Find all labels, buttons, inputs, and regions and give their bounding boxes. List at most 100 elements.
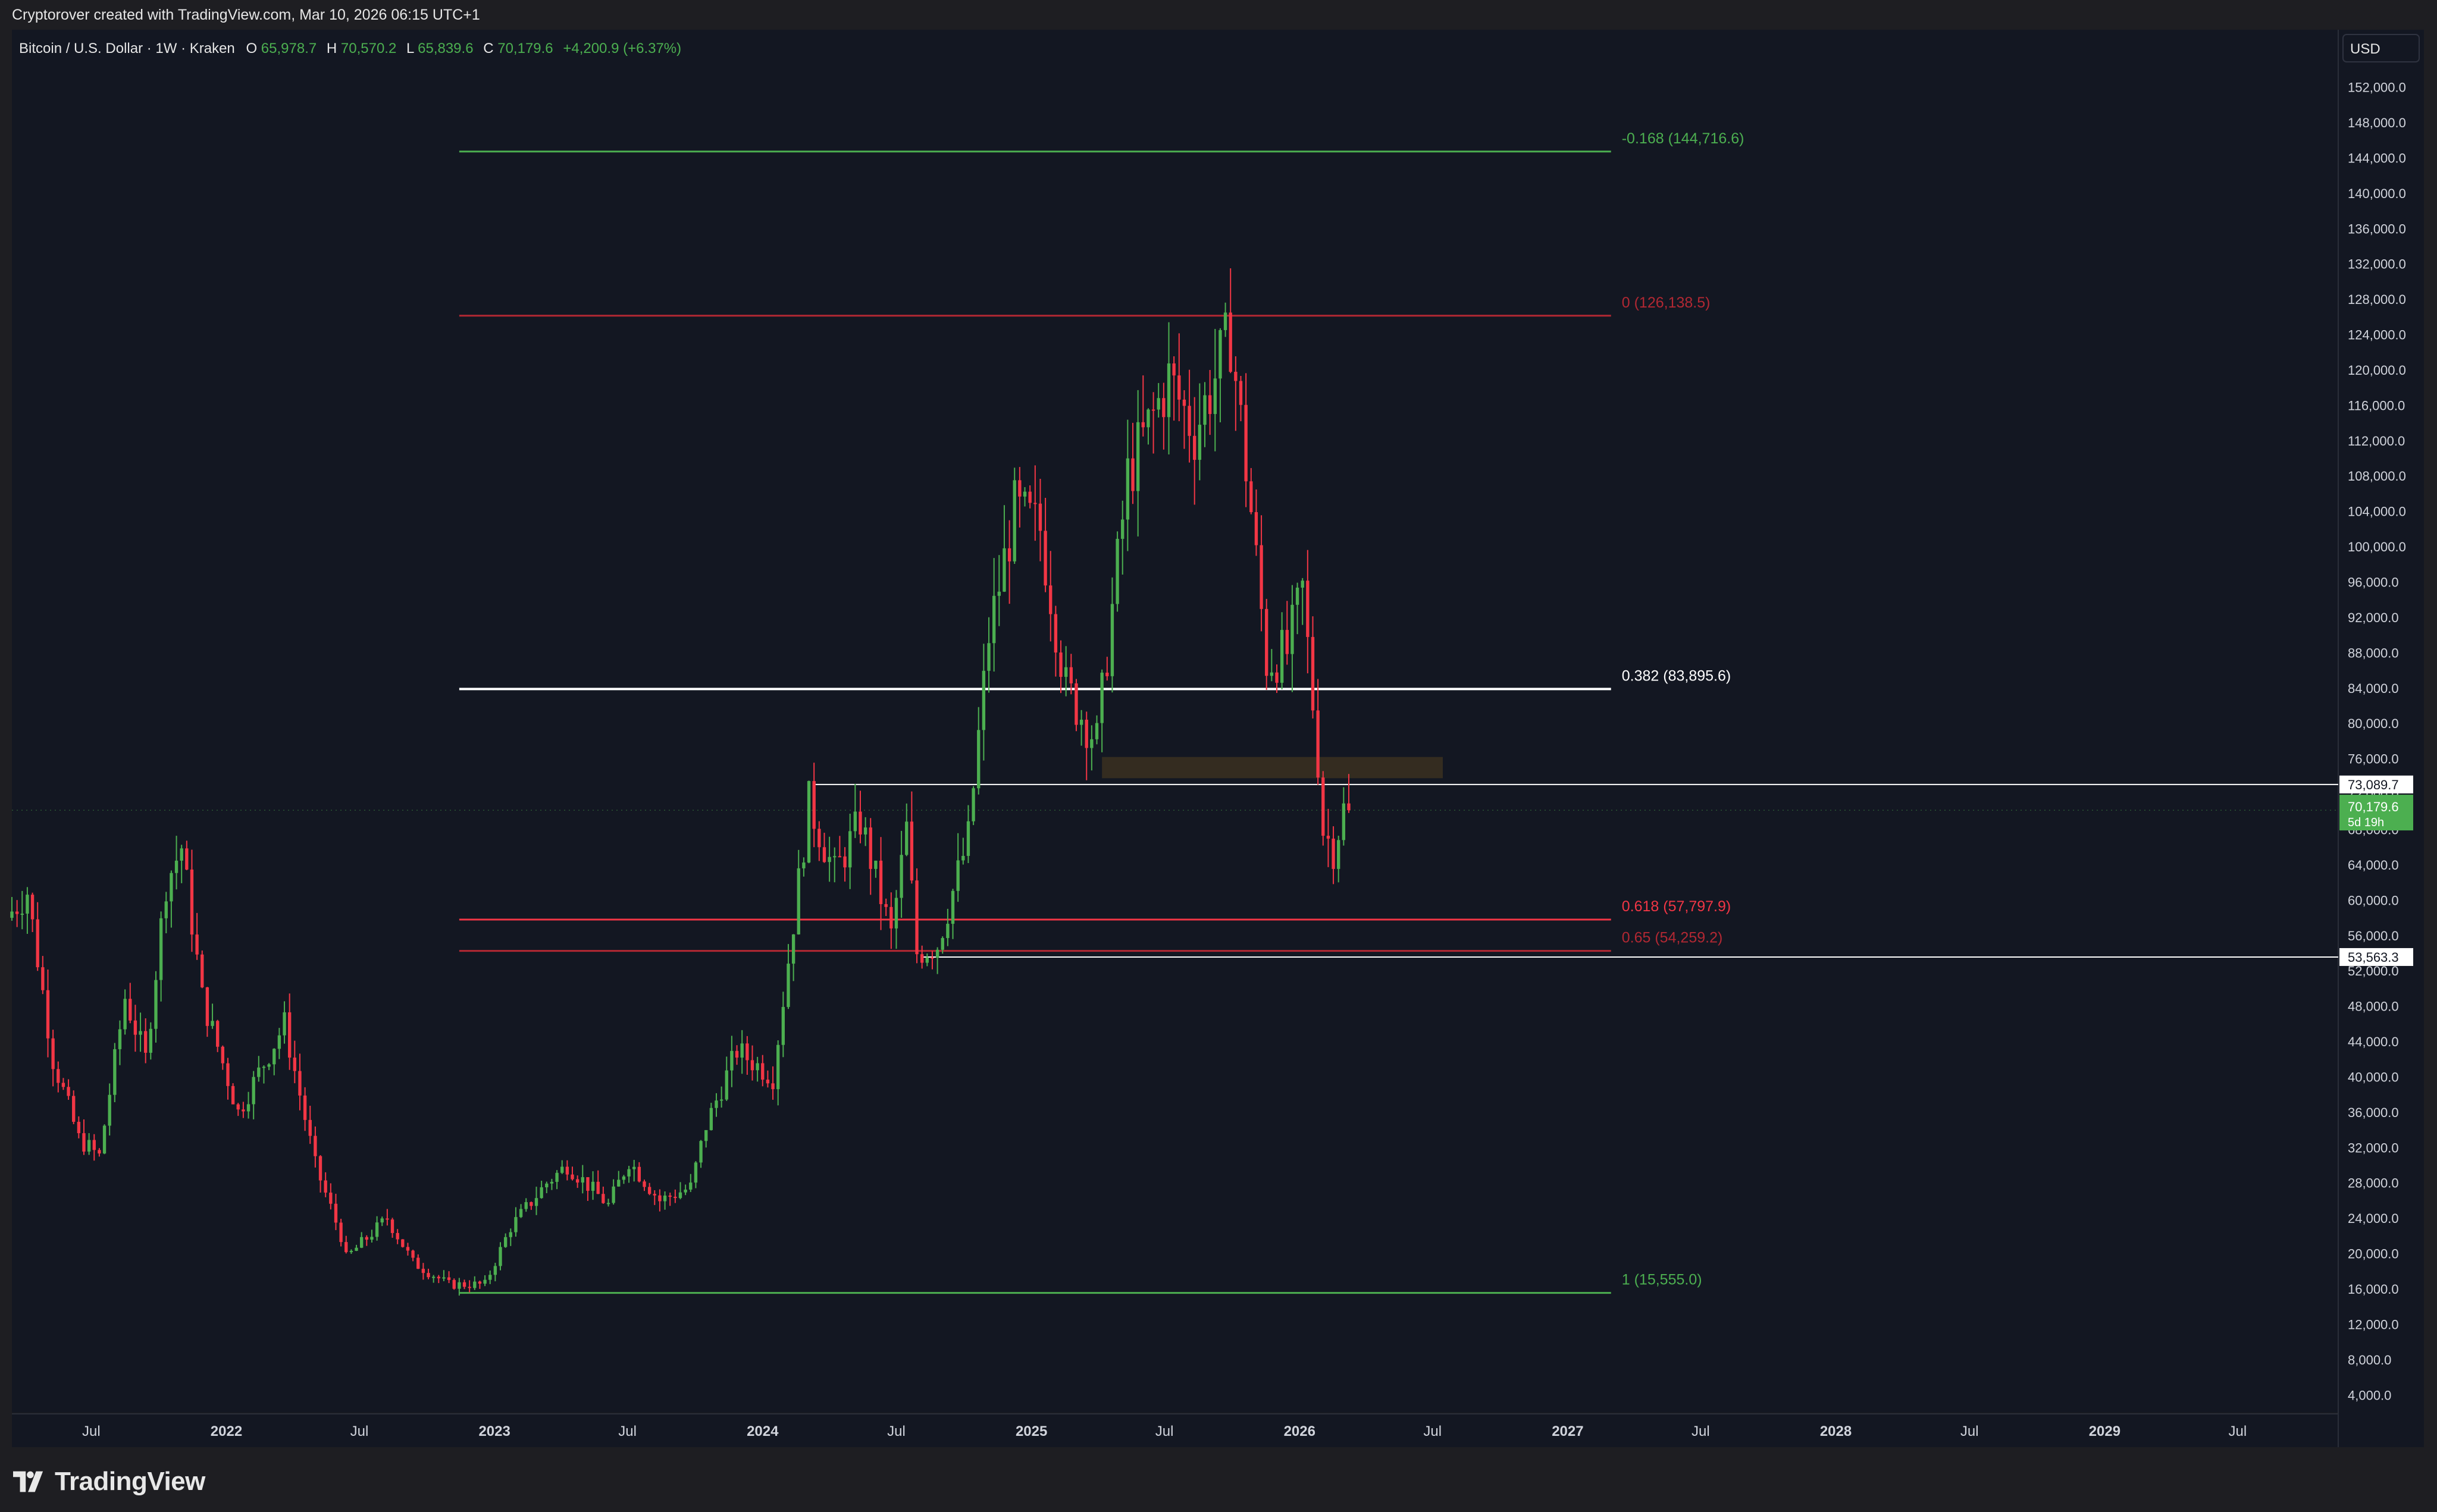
currency-label: USD — [2350, 41, 2380, 57]
candle — [694, 1161, 698, 1188]
attribution-text: Cryptorover created with TradingView.com… — [12, 7, 480, 23]
candle — [452, 1278, 456, 1290]
candle — [1203, 382, 1207, 447]
candle — [961, 837, 965, 865]
candle — [1332, 826, 1335, 884]
candle — [226, 1058, 230, 1100]
bar-countdown-label: 5d 19h — [2348, 816, 2384, 829]
candle — [704, 1130, 708, 1148]
x-tick-label: Jul — [2229, 1423, 2247, 1439]
candle — [612, 1179, 615, 1205]
candle — [87, 1133, 91, 1155]
high-label: H — [327, 40, 337, 57]
candle — [355, 1244, 358, 1251]
candle — [129, 983, 132, 1024]
candle — [653, 1190, 656, 1205]
candle — [324, 1172, 327, 1197]
y-tick-label: 152,000.0 — [2348, 80, 2406, 95]
candle — [1275, 664, 1279, 693]
candle — [401, 1239, 405, 1248]
currency-button[interactable]: USD — [2342, 34, 2420, 62]
candle — [92, 1134, 96, 1161]
candle — [411, 1249, 415, 1262]
candle — [1033, 465, 1037, 541]
candle — [791, 934, 795, 981]
candle — [488, 1271, 492, 1284]
y-tick-label: 144,000.0 — [2348, 150, 2406, 165]
candle — [647, 1182, 651, 1196]
candle — [1337, 835, 1340, 883]
candle — [863, 817, 867, 846]
candle — [658, 1189, 662, 1212]
candle — [843, 847, 847, 882]
x-tick-label: Jul — [1692, 1423, 1710, 1439]
candle — [1218, 328, 1222, 422]
candle — [581, 1165, 584, 1194]
candle — [1023, 487, 1027, 507]
candle — [715, 1093, 718, 1117]
close-value: 70,179.6 — [497, 40, 553, 57]
candle — [550, 1178, 554, 1190]
candle — [1239, 376, 1243, 422]
candle — [216, 1019, 220, 1052]
fib-label: 0.618 (57,797.9) — [1622, 898, 1731, 915]
candle — [205, 987, 209, 1037]
y-tick-label: 88,000.0 — [2348, 645, 2399, 660]
candle — [1316, 679, 1320, 785]
candle — [822, 833, 826, 863]
y-tick-label: 112,000.0 — [2348, 434, 2405, 448]
candle — [257, 1056, 261, 1082]
candle — [108, 1083, 111, 1136]
candle — [571, 1166, 574, 1181]
candle — [1270, 649, 1274, 682]
candle — [1121, 500, 1124, 575]
candle — [1064, 646, 1068, 697]
candle — [828, 836, 831, 882]
candle — [1234, 356, 1238, 431]
candle — [308, 1106, 312, 1144]
candle — [565, 1160, 569, 1181]
demand-zone-rect — [1102, 757, 1443, 779]
candle — [406, 1243, 410, 1256]
y-tick-label: 40,000.0 — [2348, 1069, 2399, 1084]
candle — [102, 1124, 106, 1155]
x-tick-label: 2024 — [747, 1423, 779, 1439]
fib-label: 0.382 (83,895.6) — [1622, 667, 1731, 684]
candle — [277, 1028, 281, 1059]
x-tick-label: 2026 — [1284, 1423, 1315, 1439]
candle — [1280, 612, 1284, 689]
candle — [848, 814, 852, 889]
symbol-legend[interactable]: Bitcoin / U.S. Dollar · 1W · Kraken O 65… — [19, 40, 681, 57]
x-tick-label: 2027 — [1552, 1423, 1583, 1439]
last-price-label: 70,179.6 — [2348, 799, 2399, 814]
candle — [416, 1254, 420, 1269]
candle — [1182, 390, 1186, 449]
candle — [941, 936, 944, 954]
x-tick-label: 2025 — [1016, 1423, 1047, 1439]
candle — [761, 1055, 765, 1087]
candle — [555, 1170, 559, 1190]
candle — [118, 1020, 122, 1065]
candle — [159, 911, 163, 1002]
fib-label: -0.168 (144,716.6) — [1622, 130, 1744, 147]
tradingview-logo[interactable]: TradingView — [13, 1467, 205, 1497]
candle — [766, 1070, 770, 1088]
candle — [735, 1045, 739, 1065]
candle — [725, 1056, 728, 1101]
tradingview-logo-icon — [13, 1471, 43, 1492]
candles — [10, 268, 1351, 1296]
candle — [627, 1166, 631, 1183]
candle — [622, 1175, 626, 1184]
y-tick-label: 140,000.0 — [2348, 186, 2406, 201]
candle — [344, 1235, 348, 1254]
candle — [262, 1065, 266, 1084]
candle — [380, 1216, 384, 1226]
candle — [966, 805, 970, 863]
candle — [817, 821, 821, 861]
candle — [1290, 585, 1294, 692]
candle — [1131, 422, 1135, 504]
y-tick-label: 4,000.0 — [2348, 1388, 2391, 1403]
candle — [1044, 498, 1047, 592]
candle — [478, 1280, 482, 1289]
